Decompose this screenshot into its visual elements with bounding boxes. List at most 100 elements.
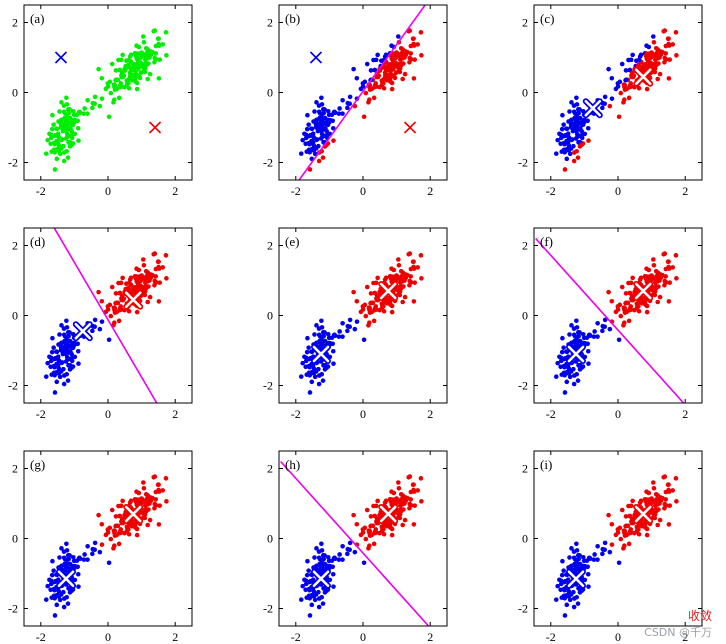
data-point: [57, 109, 62, 114]
data-point: [65, 155, 71, 160]
data-point: [340, 557, 345, 562]
data-point: [126, 280, 132, 286]
panel-label: (d): [30, 234, 45, 249]
data-point: [643, 53, 649, 59]
data-point: [609, 521, 615, 527]
data-point: [555, 137, 560, 143]
data-point: [650, 51, 655, 57]
data-point: [653, 507, 659, 512]
data-point: [606, 289, 611, 295]
data-point: [630, 52, 635, 58]
data-point: [415, 42, 421, 47]
data-point: [674, 499, 679, 504]
centroid-marker: [633, 66, 654, 87]
data-point: [560, 558, 565, 564]
data-point: [317, 596, 322, 601]
data-point: [363, 536, 369, 542]
data-point: [113, 523, 119, 529]
data-point: [126, 308, 132, 314]
data-point: [136, 44, 142, 50]
data-point: [45, 360, 50, 366]
data-point: [391, 267, 397, 273]
data-point: [566, 135, 572, 141]
data-point: [407, 501, 413, 507]
data-point: [383, 498, 389, 504]
y-tick-label: 2: [12, 462, 18, 476]
y-tick-label: 0: [12, 309, 18, 323]
data-point: [51, 586, 57, 592]
data-point: [85, 98, 90, 103]
data-point: [50, 558, 55, 564]
data-point: [109, 284, 115, 290]
data-point: [674, 53, 679, 58]
data-point: [99, 319, 105, 324]
data-point: [622, 87, 628, 92]
y-tick-label: 2: [12, 239, 18, 253]
data-point: [361, 114, 367, 120]
data-point: [615, 304, 621, 309]
data-point: [667, 57, 673, 62]
data-point: [106, 114, 112, 120]
data-point: [134, 526, 140, 532]
data-point: [651, 485, 657, 491]
data-point: [65, 553, 71, 558]
data-point: [92, 540, 98, 546]
data-point: [75, 571, 81, 577]
data-point: [152, 474, 158, 479]
data-point: [112, 82, 117, 88]
data-point: [152, 251, 158, 256]
data-point: [163, 476, 169, 481]
data-point: [347, 101, 352, 107]
data-point: [70, 340, 76, 346]
data-point: [571, 109, 577, 115]
data-point: [580, 554, 586, 560]
data-point: [337, 106, 342, 111]
data-point: [407, 278, 413, 284]
data-point: [607, 549, 613, 555]
y-tick-label: -2: [518, 379, 528, 393]
data-point: [140, 274, 145, 280]
data-point: [76, 138, 81, 143]
data-point: [623, 523, 629, 529]
data-point: [152, 278, 158, 284]
data-point: [636, 57, 642, 63]
data-point: [45, 137, 50, 143]
data-point: [412, 280, 418, 285]
data-point: [657, 71, 663, 77]
data-point: [134, 532, 140, 538]
centroid-marker: [311, 344, 331, 364]
x-tick-label: -2: [36, 184, 46, 198]
data-point: [629, 297, 635, 303]
data-point: [56, 135, 62, 141]
data-point: [316, 109, 322, 115]
data-point: [307, 613, 313, 618]
data-point: [622, 82, 627, 88]
data-point: [316, 555, 322, 561]
data-point: [662, 251, 668, 256]
data-point: [136, 267, 142, 273]
data-point: [591, 557, 597, 562]
data-point: [652, 69, 658, 75]
data-point: [652, 57, 658, 62]
data-point: [61, 555, 67, 561]
data-point: [111, 546, 116, 551]
data-point: [567, 109, 572, 114]
data-point: [318, 340, 324, 346]
data-point: [141, 262, 147, 268]
data-point: [655, 522, 660, 528]
centroid-marker: [309, 51, 323, 64]
data-point: [330, 571, 336, 577]
data-point: [662, 505, 667, 511]
x-tick-label: 2: [427, 630, 433, 644]
data-point: [336, 334, 342, 339]
data-point: [142, 292, 148, 298]
data-point: [141, 39, 147, 45]
panel-label: (e): [285, 234, 299, 249]
y-tick-label: -2: [518, 156, 528, 170]
data-point: [77, 109, 82, 115]
data-point: [642, 298, 647, 304]
data-point: [96, 289, 101, 295]
data-point: [321, 110, 327, 116]
data-point: [347, 540, 353, 546]
x-tick-label: -2: [36, 630, 46, 644]
